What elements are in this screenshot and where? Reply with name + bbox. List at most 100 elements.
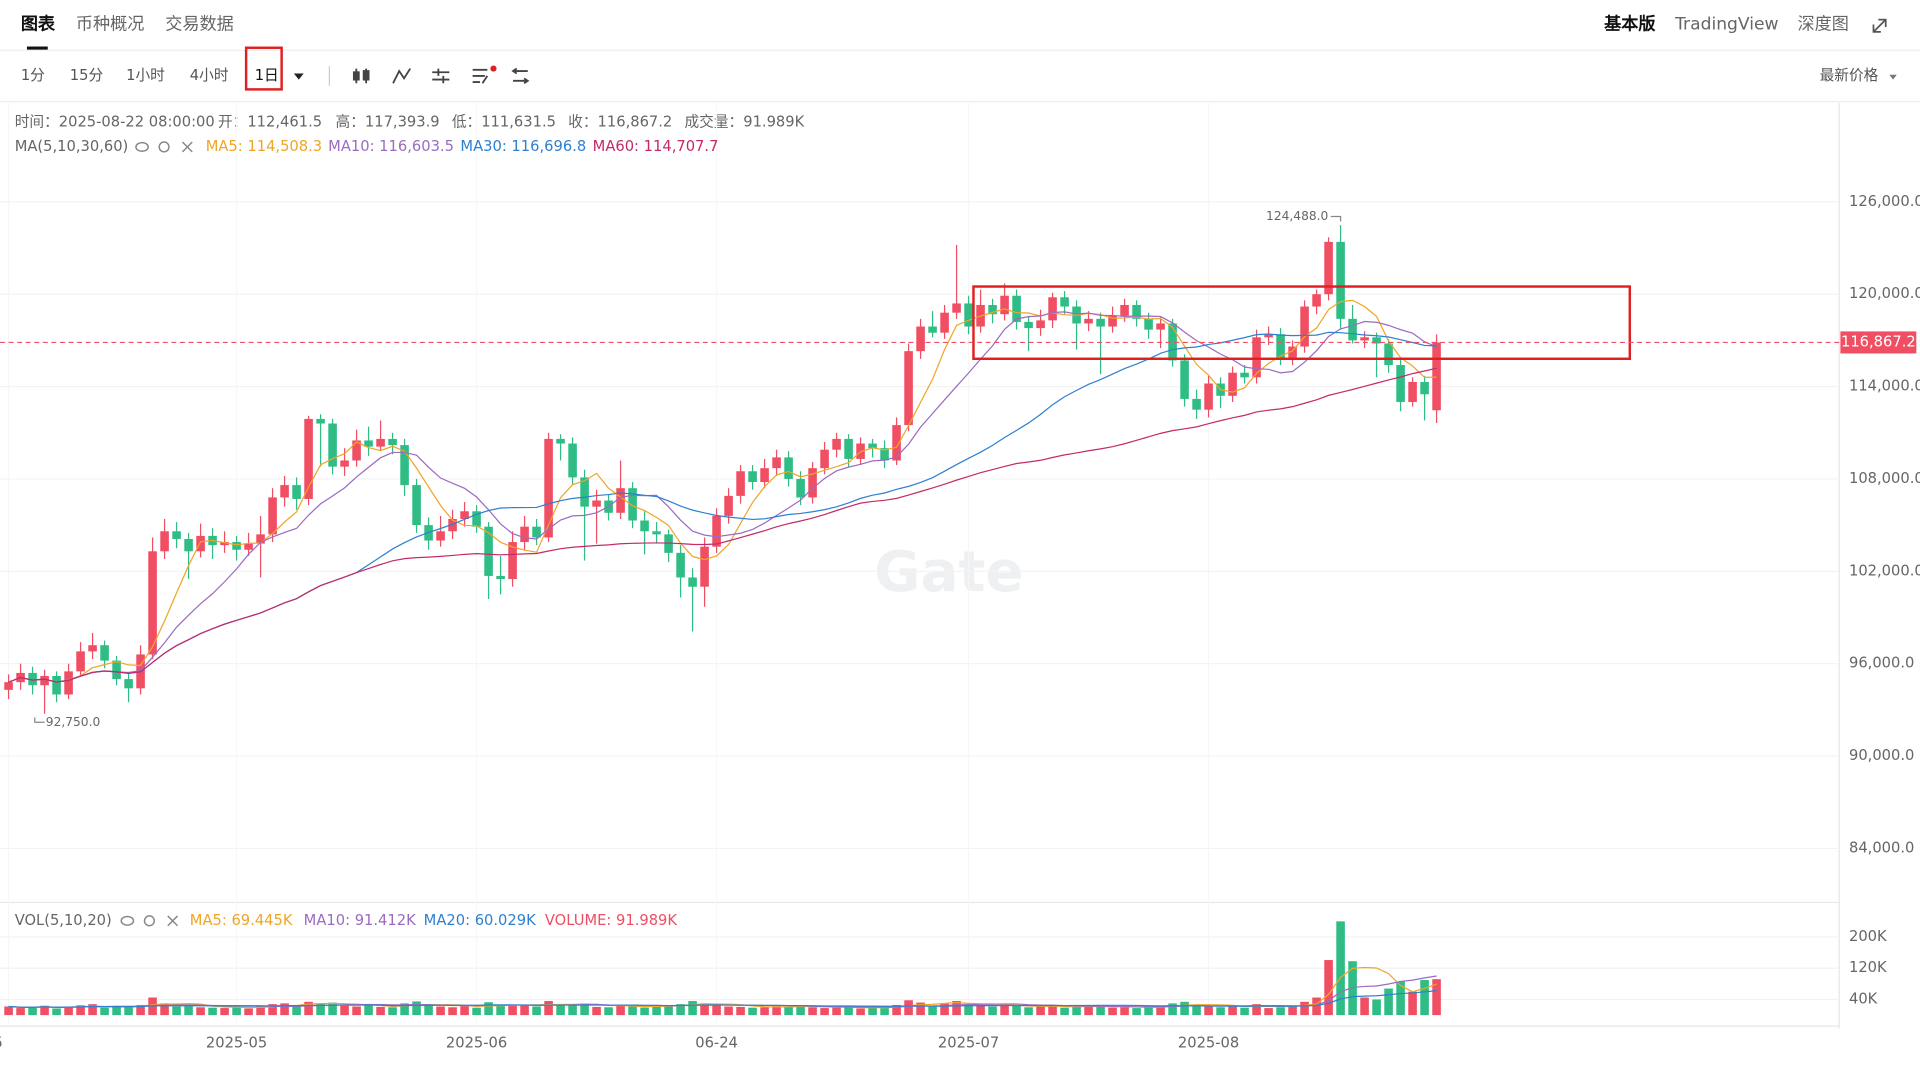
volume-bar [616,1005,625,1016]
volume-bar [892,1004,901,1016]
settings-icon[interactable] [158,141,170,153]
volume-bar [484,1002,493,1016]
candle-body [436,531,445,541]
candle-body [724,495,733,516]
candle-body [1384,343,1393,366]
vol-ma-line [8,990,1437,1008]
volume-bar [1024,1007,1033,1016]
candle-body [628,488,637,521]
interval[interactable]: 1小时 [126,67,165,84]
tab-chart[interactable]: 图表 [21,13,56,34]
volume-bar [1276,1007,1285,1016]
candle-body [28,672,37,686]
last-price-tag [1840,331,1917,354]
info-time: 时间：2025-08-22 08:00:00 [15,113,215,130]
y-tick-label: 126,000.0 [1849,193,1920,210]
volume-bar [868,1007,877,1016]
tab-overview[interactable]: 币种概况 [76,14,145,34]
volume-bar [952,1001,961,1016]
highlight-box [244,46,283,91]
price-type[interactable]: 最新价格 [1820,67,1879,84]
swap-icon[interactable] [511,67,530,85]
settings-icon[interactable] [432,68,450,84]
vol-ma-legend: MA5: 69.445K [190,912,293,929]
vol-ma-legend: MA20: 60.029K [424,912,536,929]
basic-view[interactable]: 基本版 [1604,13,1656,34]
volume-bar [592,1006,601,1016]
candle-body [268,497,277,535]
interval[interactable]: 15分 [70,67,104,84]
volume-bar [1000,1005,1009,1016]
volume-bar [568,1005,577,1016]
volume-bar [376,1006,385,1016]
volume-bar [412,1001,421,1016]
candle-body [1336,241,1345,319]
tradingview[interactable]: TradingView [1674,14,1778,34]
close-icon[interactable] [167,915,179,927]
volume-bar [1120,1007,1129,1016]
x-tick-label: 2025-07 [938,1034,999,1051]
vol-ma-line [8,966,1437,1009]
candle-body [1240,372,1249,378]
volume-bar [40,1005,49,1016]
ma-legend: MA60: 114,707.7 [593,138,719,155]
ma-label: MA(5,10,30,60) [15,138,129,155]
high-label: 124,488.0 [1266,209,1328,223]
candle-body [1144,318,1153,330]
fullscreen-icon[interactable] [1872,18,1887,33]
volume-bar [496,1004,505,1016]
volume-bar [52,1008,61,1016]
candle-body [376,438,385,447]
interval[interactable]: 1分 [21,67,45,84]
candle-body [40,676,49,686]
tab-trade-data[interactable]: 交易数据 [165,14,234,34]
volume-bar [772,1006,781,1016]
info-high: 高：117,393.9 [336,113,440,130]
volume-bar [688,1001,697,1016]
candle-body [1204,383,1213,410]
candle-body [988,304,997,315]
candle-body [1060,297,1069,307]
eye-icon[interactable] [120,915,135,926]
volume-bar [400,1003,409,1016]
candle-icon-body [362,70,370,81]
tab-underline [26,46,48,51]
eye-icon[interactable] [135,141,149,152]
candle-body [1168,323,1177,361]
candle-body [64,671,73,695]
volume-bar [832,1007,841,1016]
ma-legend: MA10: 116,603.5 [328,138,454,155]
volume-bar [820,1008,829,1016]
candle-body [1324,241,1333,295]
volume-bar [100,1007,109,1016]
candle-body [496,575,505,580]
volume-bar [1132,1008,1141,1016]
interval-selected[interactable]: 1日 [255,67,279,84]
volume-bar [1108,1007,1117,1016]
dropdown-arrow[interactable] [1889,74,1897,80]
vol-tick-label: 40K [1849,990,1878,1007]
candle-body [292,485,301,499]
volume-bar [448,1007,457,1016]
candle-body [712,515,721,547]
volume-bar [64,1006,73,1016]
settings-icon[interactable] [143,915,156,927]
drawing-icon[interactable] [472,68,489,84]
volume-bar [940,1003,949,1016]
volume-bar [1036,1006,1045,1016]
volume-bar [1396,981,1405,1016]
dropdown-arrow[interactable] [293,73,304,80]
indicator-icon[interactable] [392,68,411,84]
candle-body [676,552,685,578]
volume-bar [1288,1005,1297,1016]
volume-bar [1096,1006,1105,1016]
volume-bar [556,1004,565,1016]
interval[interactable]: 4小时 [190,67,229,84]
volume-bar [1264,1008,1273,1016]
candle-body [1300,306,1309,347]
depth-chart[interactable]: 深度图 [1798,14,1849,34]
close-icon[interactable] [181,141,193,153]
volume-bar [1240,1007,1249,1016]
volume-bar [244,1008,253,1016]
x-tick-label: 06-24 [695,1034,738,1051]
